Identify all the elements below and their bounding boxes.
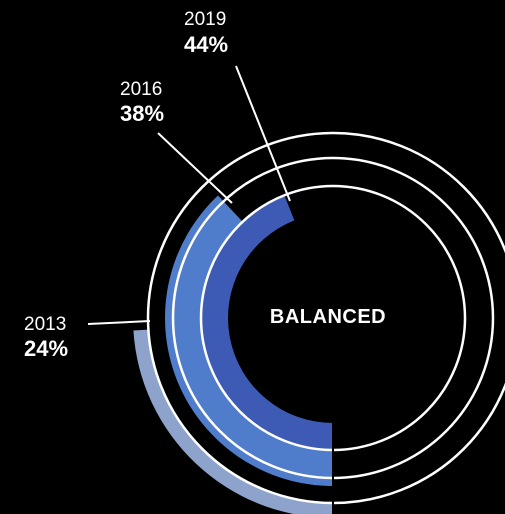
year-label-2019: 2019 [184, 9, 226, 30]
value-label-2013: 24% [24, 336, 68, 361]
leader-line-2019 [235, 65, 291, 202]
value-label-2019: 44% [184, 32, 228, 57]
year-label-2016: 2016 [120, 79, 162, 100]
arc-2019 [200, 195, 333, 450]
arc-2013 [133, 329, 333, 514]
leader-line-2016 [157, 132, 233, 204]
arc-2016 [164, 195, 333, 486]
value-label-2016: 38% [120, 101, 164, 126]
leader-line-2013 [87, 320, 151, 325]
year-label-2013: 2013 [24, 314, 66, 335]
center-label: BALANCED [270, 306, 386, 328]
ring-outline-layer [146, 131, 505, 514]
leader-line-layer [87, 65, 291, 325]
arc-layer [133, 195, 333, 514]
